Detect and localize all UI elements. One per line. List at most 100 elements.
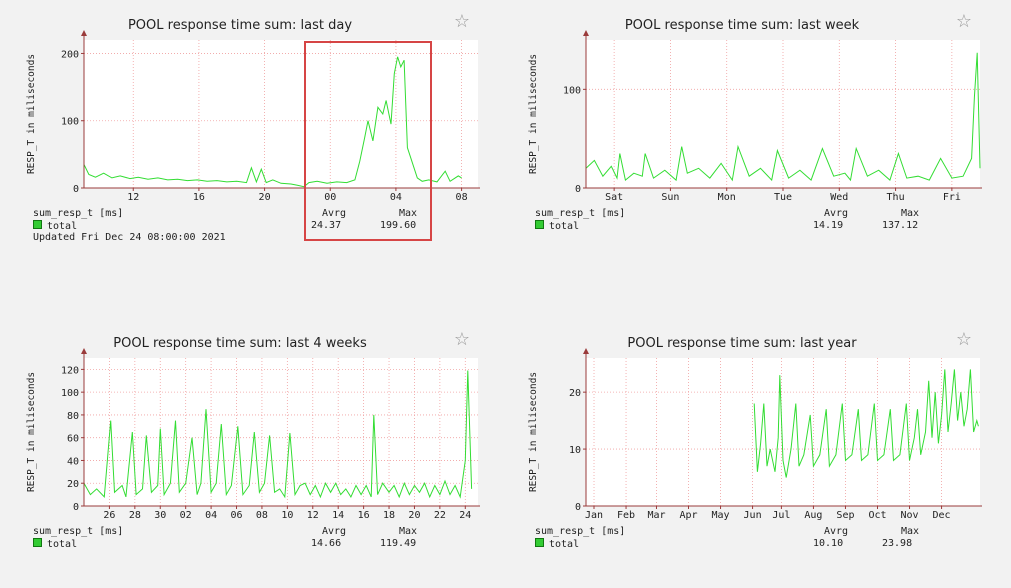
chart-title: POOL response time sum: last day: [127, 18, 353, 33]
x-tick-label: Apr: [679, 510, 697, 521]
x-tick-label: Nov: [900, 510, 918, 521]
y-axis-label: RESP_T in miliseconds: [26, 54, 37, 174]
max-label: Max: [399, 526, 418, 537]
legend-item-total: total: [535, 220, 579, 232]
chart-title: POOL response time sum: last 4 weeks: [113, 336, 367, 351]
favorite-star-icon[interactable]: ☆: [955, 329, 972, 350]
chart-plot: 12 16 20 00 04 08 0 100 200 RESP_T in miliseconds: [26, 30, 480, 203]
chart-title: POOL response time sum: last year: [627, 336, 857, 351]
y-axis-arrow: [81, 348, 87, 354]
chart-plot: 26 28 30 02 04 06 08 10 12 14 16 18 20 22 24 0 20 40 60 80 1…: [26, 348, 480, 521]
max-label: Max: [901, 526, 920, 537]
series-line-total: [585, 52, 981, 182]
x-tick-label: Wed: [830, 192, 848, 203]
x-tick-label: Sep: [836, 510, 854, 521]
x-tick-label: 20: [259, 192, 271, 203]
x-tick-label: 00: [324, 192, 336, 203]
y-tick-label: 0: [73, 184, 79, 195]
avg-value: 14.19: [813, 220, 844, 231]
favorite-star-icon[interactable]: ☆: [453, 329, 470, 350]
y-tick-label: 10: [569, 445, 581, 456]
updated-timestamp: Updated Fri Dec 24 08:00:00 2021: [33, 232, 226, 243]
y-axis-arrow: [583, 348, 589, 354]
x-tick-label: 14: [332, 510, 344, 521]
y-tick-label: 0: [575, 502, 581, 513]
favorite-star-icon[interactable]: ☆: [453, 11, 470, 32]
y-tick-label: 0: [575, 184, 581, 195]
plot-background: [586, 40, 980, 188]
x-tick-label: Sat: [605, 192, 623, 203]
x-tick-label: Mon: [718, 192, 736, 203]
avg-value: 14.66: [311, 538, 342, 549]
max-value: 137.12: [882, 220, 919, 231]
legend-header: sum_resp_t [ms]: [33, 526, 124, 537]
chart-panel-last-4-weeks: POOL response time sum: last 4 weeks ☆ 2…: [0, 318, 480, 588]
y-tick-label: 20: [569, 388, 581, 399]
x-tick-label: 20: [408, 510, 420, 521]
legend-swatch: [33, 220, 42, 229]
y-axis-label: RESP_T in miliseconds: [528, 372, 539, 492]
x-tick-label: 12: [307, 510, 319, 521]
x-tick-label: 18: [383, 510, 395, 521]
x-tick-label: 08: [456, 192, 468, 203]
legend-label: total: [549, 221, 580, 232]
x-tick-label: 16: [358, 510, 370, 521]
x-tick-label: Sun: [661, 192, 679, 203]
y-axis-label: RESP_T in miliseconds: [26, 372, 37, 492]
x-tick-label: Feb: [617, 510, 635, 521]
y-tick-label: 40: [67, 456, 79, 467]
x-tick-label: 10: [281, 510, 293, 521]
legend-item-total: total: [33, 538, 77, 550]
y-tick-label: 120: [61, 365, 79, 376]
max-value: 23.98: [882, 538, 913, 549]
y-tick-label: 100: [563, 85, 581, 96]
x-tick-label: May: [712, 510, 730, 521]
avg-label: Avrg: [322, 526, 347, 537]
x-tick-label: 30: [154, 510, 166, 521]
legend-item-total: total: [535, 538, 579, 550]
y-tick-label: 200: [61, 49, 79, 60]
x-tick-label: 08: [256, 510, 268, 521]
avg-label: Avrg: [322, 208, 347, 219]
highlight-box: [304, 41, 432, 241]
x-tick-label: Jul: [772, 510, 790, 521]
y-tick-label: 20: [67, 479, 79, 490]
x-tick-label: Jun: [744, 510, 762, 521]
y-tick-label: 60: [67, 434, 79, 445]
avg-label: Avrg: [824, 526, 849, 537]
y-tick-label: 100: [61, 117, 79, 128]
x-tick-label: Mar: [647, 510, 665, 521]
legend-header: sum_resp_t [ms]: [535, 526, 626, 537]
chart-panel-last-year: POOL response time sum: last year ☆ Jan F…: [502, 318, 982, 588]
legend-header: sum_resp_t [ms]: [33, 208, 124, 219]
x-tick-label: 16: [193, 192, 205, 203]
x-tick-label: 04: [390, 192, 402, 203]
legend-swatch: [33, 538, 42, 547]
x-tick-label: 12: [127, 192, 139, 203]
x-tick-label: 22: [434, 510, 446, 521]
chart-panel-last-week: POOL response time sum: last week ☆ Sat S…: [502, 0, 982, 270]
favorite-star-icon[interactable]: ☆: [955, 11, 972, 32]
legend-header: sum_resp_t [ms]: [535, 208, 626, 219]
x-tick-label: Tue: [774, 192, 792, 203]
series-line-total: [753, 369, 979, 478]
chart-plot: Jan Feb Mar Apr May Jun Jul Aug Sep Oct Nov Dec 0 10 2…: [528, 348, 982, 521]
series-line-total: [83, 370, 473, 499]
x-tick-label: Aug: [804, 510, 822, 521]
x-tick-label: 24: [459, 510, 471, 521]
series-line-total: [83, 56, 462, 188]
x-tick-label: Dec: [933, 510, 951, 521]
y-axis-label: RESP_T in miliseconds: [528, 54, 539, 174]
avg-value: 10.10: [813, 538, 844, 549]
legend-label: total: [549, 539, 580, 550]
avg-label: Avrg: [824, 208, 849, 219]
x-tick-label: 02: [180, 510, 192, 521]
y-tick-label: 80: [67, 411, 79, 422]
max-label: Max: [901, 208, 920, 219]
x-tick-label: 26: [103, 510, 115, 521]
max-label: Max: [399, 208, 418, 219]
legend-swatch: [535, 220, 544, 229]
chart-plot: Sat Sun Mon Tue Wed Thu Fri 0 100 RESP_T in milis…: [528, 30, 982, 203]
y-axis-arrow: [81, 30, 87, 36]
y-tick-label: 0: [73, 502, 79, 513]
